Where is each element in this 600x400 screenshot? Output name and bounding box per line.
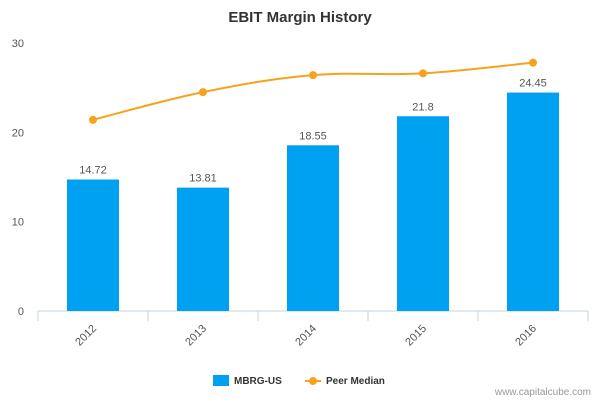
bar-value-label: 21.8 — [412, 101, 433, 113]
bar — [67, 179, 119, 311]
y-tick-label: 30 — [12, 38, 24, 50]
peer-median-point — [309, 71, 317, 80]
bar-value-label: 24.45 — [519, 78, 547, 90]
y-axis: 0 10 20 30 — [12, 38, 24, 318]
x-axis: 2012 2013 2014 2015 2016 — [37, 310, 589, 349]
peer-median-point — [89, 115, 97, 124]
y-tick-label: 10 — [12, 217, 24, 229]
legend-swatch-marker — [309, 377, 317, 385]
chart-title: EBIT Margin History — [228, 9, 372, 26]
legend: MBRG-US Peer Median — [213, 375, 385, 387]
x-tick-label: 2013 — [183, 323, 209, 349]
bar-value-label: 13.81 — [189, 173, 217, 185]
y-tick-label: 0 — [18, 306, 24, 318]
legend-label-line: Peer Median — [326, 376, 385, 387]
x-tick-label: 2012 — [73, 323, 99, 349]
data-labels: 14.72 13.81 18.55 21.8 24.45 — [79, 78, 547, 185]
bar-value-label: 14.72 — [79, 165, 107, 177]
line-series — [89, 58, 537, 124]
bar — [177, 187, 229, 311]
bar-value-label: 18.55 — [299, 130, 327, 142]
credit-text: www.capitalcube.com — [494, 387, 591, 398]
bar — [507, 92, 559, 311]
bar — [397, 116, 449, 312]
x-tick-label: 2016 — [513, 323, 539, 349]
x-tick-label: 2014 — [293, 323, 319, 349]
peer-median-point — [419, 69, 427, 78]
bar-series — [67, 92, 559, 312]
peer-median-point — [199, 88, 207, 97]
peer-median-point — [529, 58, 537, 67]
bar — [287, 145, 339, 311]
y-tick-label: 20 — [12, 127, 24, 139]
legend-label-bar: MBRG-US — [234, 376, 282, 387]
x-tick-label: 2015 — [403, 323, 429, 349]
legend-swatch-bar — [213, 375, 229, 386]
